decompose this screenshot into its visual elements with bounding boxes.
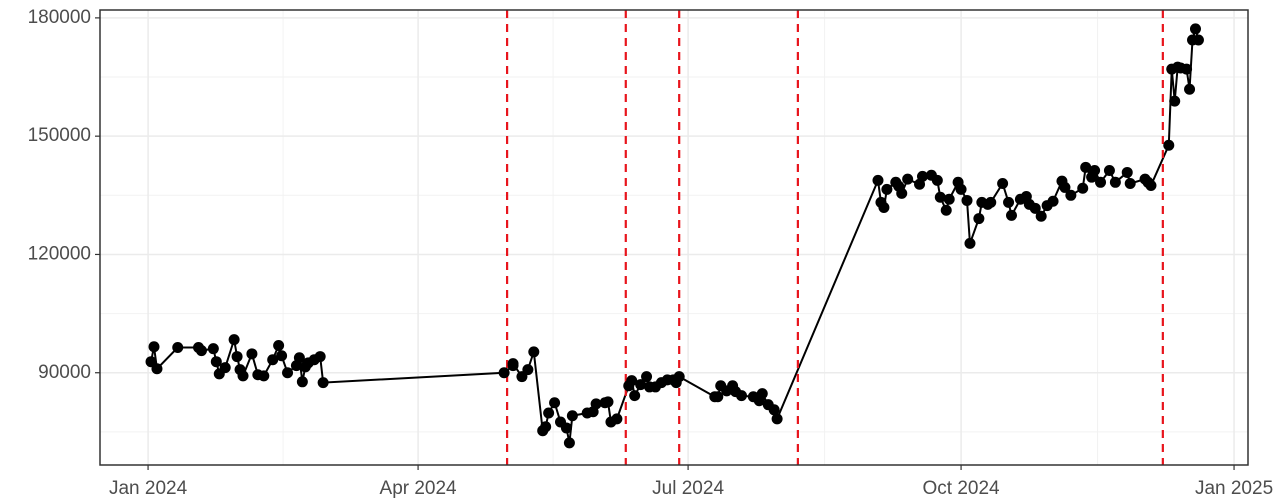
data-point	[1189, 23, 1201, 35]
data-point	[1077, 182, 1089, 194]
data-point	[712, 391, 724, 403]
data-point	[611, 413, 623, 425]
data-point	[943, 193, 955, 205]
data-point	[237, 370, 249, 382]
data-point	[522, 364, 534, 376]
data-point	[896, 187, 908, 199]
data-point	[756, 388, 768, 400]
x-tick-label: Jan 2025	[1195, 478, 1273, 499]
data-point	[1035, 210, 1047, 222]
data-point	[985, 196, 997, 208]
data-point	[314, 351, 326, 363]
x-tick-label: Apr 2024	[380, 478, 458, 499]
data-point	[273, 340, 285, 352]
data-point	[917, 170, 929, 182]
data-point	[626, 375, 638, 387]
data-point	[1103, 164, 1115, 176]
data-point	[881, 183, 893, 195]
data-point	[1124, 177, 1136, 189]
data-point	[736, 390, 748, 402]
data-point	[228, 334, 240, 346]
data-point	[629, 390, 641, 402]
data-point	[635, 379, 647, 391]
data-point	[961, 194, 973, 206]
data-point	[1029, 202, 1041, 214]
data-point	[296, 376, 308, 388]
data-point	[1089, 164, 1101, 176]
data-point	[210, 356, 222, 368]
data-point	[1121, 166, 1133, 178]
data-point	[172, 342, 184, 354]
data-point	[267, 354, 279, 366]
data-point	[151, 363, 163, 375]
data-point	[872, 174, 884, 186]
x-tick-label: Oct 2024	[923, 478, 1001, 499]
data-point	[1169, 95, 1181, 107]
data-point	[1065, 189, 1077, 201]
data-point	[641, 371, 653, 383]
data-point	[207, 343, 219, 355]
data-point	[964, 237, 976, 249]
x-tick-label: Jan 2024	[109, 478, 188, 499]
data-point	[673, 371, 685, 383]
y-tick-label: 90000	[38, 362, 91, 383]
data-point	[973, 213, 985, 225]
data-point	[543, 407, 555, 419]
data-point	[293, 352, 305, 364]
data-point	[1003, 196, 1015, 208]
data-point	[934, 191, 946, 203]
data-point	[563, 437, 575, 449]
data-point	[528, 346, 540, 358]
data-point	[590, 398, 602, 410]
data-point	[1163, 139, 1175, 151]
plot-border	[99, 9, 1249, 466]
data-point	[1080, 161, 1092, 173]
data-point	[231, 351, 243, 363]
data-point	[219, 362, 231, 374]
data-point	[195, 345, 207, 357]
data-point	[282, 367, 294, 379]
data-point	[931, 174, 943, 186]
data-point	[560, 422, 572, 434]
data-point	[540, 421, 552, 433]
data-point	[878, 202, 890, 214]
data-point	[602, 396, 614, 408]
data-point	[1047, 195, 1059, 207]
data-point	[498, 367, 510, 379]
data-point	[317, 377, 329, 389]
x-tick-label: Jul 2024	[652, 478, 724, 499]
data-point	[246, 348, 258, 360]
data-point	[148, 341, 160, 353]
data-point	[1192, 34, 1204, 46]
data-point	[507, 358, 519, 370]
data-point	[276, 350, 288, 362]
data-point	[566, 410, 578, 422]
data-point	[768, 404, 780, 416]
y-tick-label: 120000	[28, 243, 91, 264]
data-point	[258, 370, 270, 382]
data-point	[1095, 176, 1107, 188]
data-point	[1184, 83, 1196, 95]
data-point	[997, 177, 1009, 189]
data-point	[940, 204, 952, 216]
data-point	[1181, 63, 1193, 75]
data-point	[549, 397, 561, 409]
y-tick-label: 180000	[28, 7, 91, 28]
data-point	[1006, 209, 1018, 221]
y-tick-label: 150000	[28, 125, 91, 146]
data-point	[771, 413, 783, 425]
data-point	[955, 183, 967, 195]
data-point	[902, 173, 914, 185]
data-point	[1145, 179, 1157, 191]
data-point	[1109, 176, 1121, 188]
data-point	[1059, 181, 1071, 193]
